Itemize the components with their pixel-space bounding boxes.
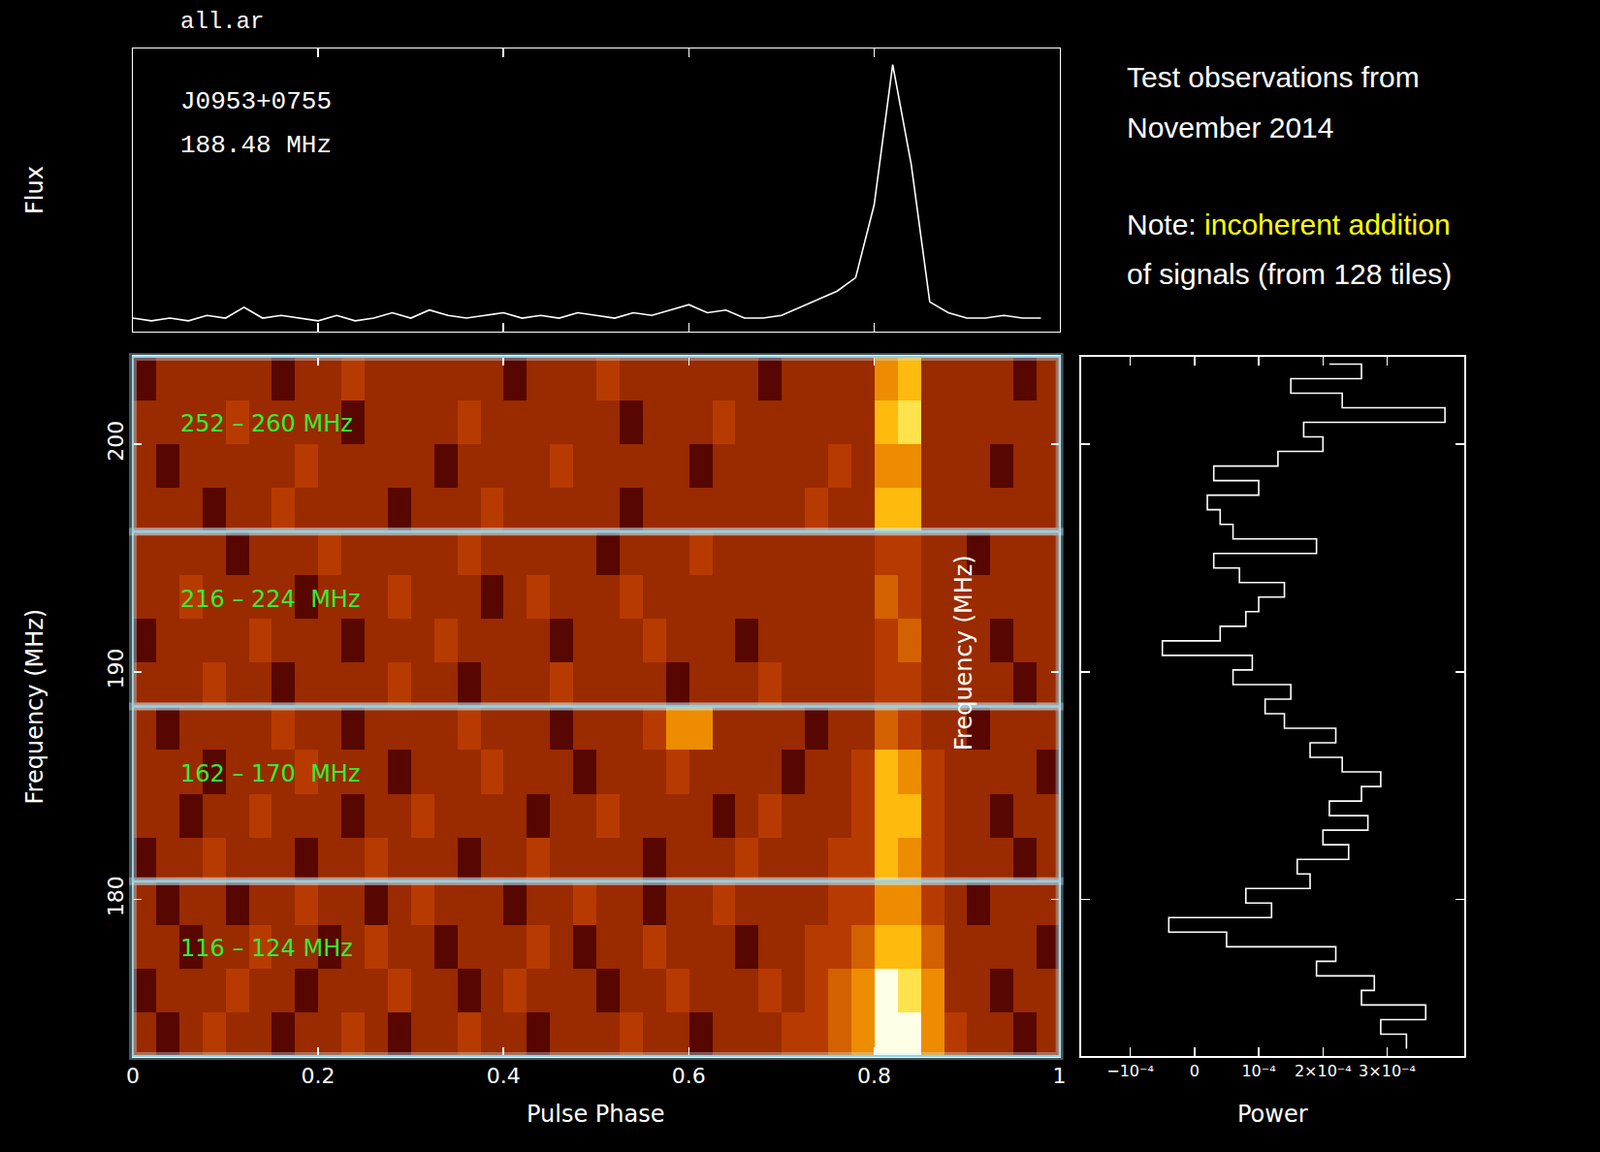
- svg-text:2×10⁻⁴: 2×10⁻⁴: [1294, 1061, 1352, 1081]
- svg-text:10⁻⁴: 10⁻⁴: [1241, 1061, 1276, 1081]
- svg-text:200: 200: [103, 420, 128, 462]
- svg-text:3×10⁻⁴: 3×10⁻⁴: [1358, 1061, 1416, 1081]
- svg-text:180: 180: [103, 875, 128, 917]
- svg-text:0: 0: [126, 1063, 140, 1088]
- svg-text:Power: Power: [1237, 1100, 1309, 1128]
- svg-text:0.8: 0.8: [857, 1063, 892, 1088]
- svg-text:188.48 MHz: 188.48 MHz: [180, 130, 332, 160]
- svg-text:0.4: 0.4: [486, 1063, 521, 1088]
- svg-text:all.ar: all.ar: [180, 8, 264, 35]
- svg-text:−10⁻⁴: −10⁻⁴: [1106, 1061, 1154, 1081]
- svg-text:Test observations from: Test observations from: [1126, 61, 1420, 94]
- svg-text:0.2: 0.2: [301, 1063, 336, 1088]
- svg-text:252 – 260 MHz: 252 – 260 MHz: [180, 410, 353, 438]
- svg-text:Frequency (MHz): Frequency (MHz): [950, 554, 978, 751]
- svg-text:Frequency (MHz): Frequency (MHz): [21, 608, 49, 805]
- svg-text:0.6: 0.6: [672, 1063, 706, 1088]
- svg-text:November 2014: November 2014: [1126, 111, 1334, 144]
- svg-text:of signals (from 128 tiles): of signals (from 128 tiles): [1126, 257, 1452, 290]
- svg-text:162 – 170 MHz: 162 – 170 MHz: [180, 760, 360, 788]
- svg-text:Note: incoherent addition: Note: incoherent addition: [1126, 208, 1451, 241]
- svg-text:1: 1: [1053, 1063, 1067, 1088]
- svg-text:Flux: Flux: [21, 165, 49, 215]
- svg-text:216 – 224 MHz: 216 – 224 MHz: [180, 585, 360, 613]
- svg-text:0: 0: [1189, 1061, 1200, 1081]
- svg-text:J0953+0755: J0953+0755: [180, 87, 332, 117]
- svg-text:116 – 124 MHz: 116 – 124 MHz: [180, 934, 353, 962]
- svg-text:190: 190: [103, 647, 128, 689]
- svg-text:Pulse Phase: Pulse Phase: [526, 1100, 666, 1128]
